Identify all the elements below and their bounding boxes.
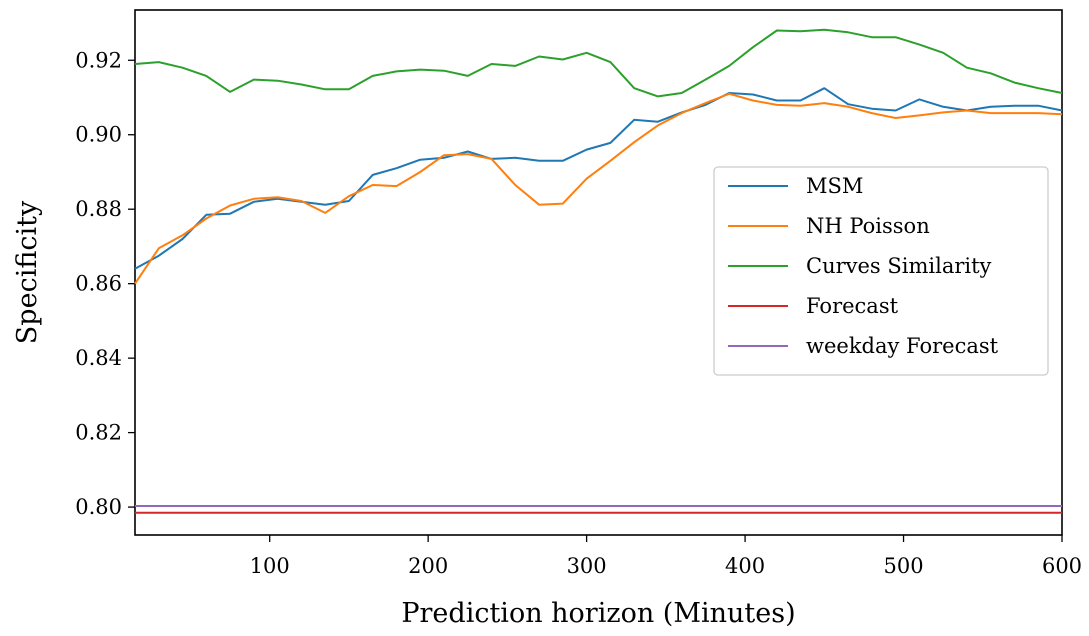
x-tick-label: 200: [408, 554, 448, 578]
legend: MSM NH Poisson Curves Similarity Forecast we…: [713, 166, 1049, 376]
x-axis-label: Prediction horizon (Minutes): [401, 598, 795, 629]
legend-label: Curves Similarity: [806, 254, 992, 278]
series-lines: [134, 28, 1063, 514]
y-tick-label: 0.90: [75, 123, 122, 147]
series-line-msm: [134, 87, 1063, 270]
y-axis: 0.80 0.82 0.84 0.86 0.88 0.90 0.92: [75, 48, 135, 519]
x-tick-label: 600: [1042, 554, 1082, 578]
plot-frame: [134, 9, 1063, 536]
x-tick-label: 300: [567, 554, 607, 578]
legend-label: weekday Forecast: [806, 334, 999, 358]
plot-area: [134, 9, 1063, 536]
legend-label: Forecast: [806, 294, 899, 318]
x-axis: 100 200 300 400 500 600: [250, 535, 1082, 578]
y-tick-label: 0.86: [75, 272, 122, 296]
legend-label: MSM: [806, 174, 863, 198]
y-tick-label: 0.84: [75, 346, 122, 370]
legend-box: [713, 166, 1049, 376]
x-tick-label: 500: [883, 554, 923, 578]
y-tick-label: 0.82: [75, 421, 122, 445]
legend-label: NH Poisson: [806, 214, 930, 238]
y-tick-label: 0.80: [75, 495, 122, 519]
y-axis-label: Specificity: [12, 200, 43, 344]
y-tick-label: 0.92: [75, 48, 122, 72]
series-line-nh-poisson: [134, 92, 1063, 285]
x-tick-label: 100: [250, 554, 290, 578]
y-tick-label: 0.88: [75, 197, 122, 221]
series-line-curves-similarity: [134, 28, 1063, 98]
x-tick-label: 400: [725, 554, 765, 578]
